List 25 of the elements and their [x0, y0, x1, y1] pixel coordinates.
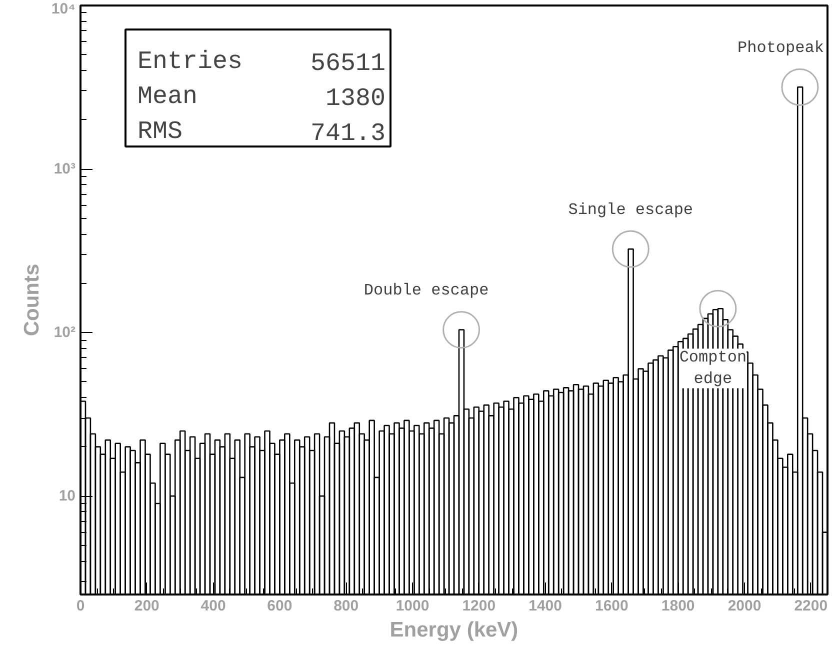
text: Mean 1380 [138, 82, 386, 113]
x-axis-title: Energy (keV) [390, 618, 518, 642]
x-tick-label: 1800 [661, 598, 695, 614]
x-tick-label: 400 [200, 598, 226, 614]
y-axis-title: Counts [20, 264, 44, 336]
text: Entries 56511 [138, 47, 386, 78]
text: RMS 741.3 [138, 117, 386, 148]
y-tick-label: 10⁴ [51, 0, 76, 18]
y-tick-label: 10³ [54, 160, 76, 178]
y-tick-label: 10 [58, 488, 76, 505]
x-tick-label: 0 [76, 598, 85, 614]
y-tick-label: 10² [54, 324, 76, 342]
annotation: Double escape [364, 282, 489, 300]
x-tick-label: 800 [334, 598, 359, 614]
x-tick-label: 1400 [528, 598, 562, 614]
x-tick-label: 1600 [595, 598, 628, 614]
x-tick-label: 1200 [462, 598, 496, 614]
annotation: Compton edge [679, 348, 747, 388]
x-tick-label: 2200 [794, 598, 828, 614]
annotation: Single escape [568, 201, 694, 220]
x-tick-label: 2000 [728, 598, 762, 614]
x-tick-label: 1000 [396, 598, 430, 614]
annotation: Photopeak [738, 39, 824, 58]
x-tick-label: 600 [267, 598, 292, 614]
x-tick-label: 200 [134, 598, 160, 614]
